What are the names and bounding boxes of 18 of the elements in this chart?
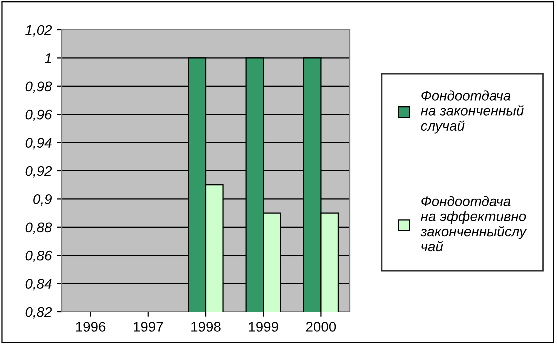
x-tick-label: 1998 xyxy=(192,322,221,332)
x-tick-label: 1997 xyxy=(134,322,164,332)
y-tick-label: 0,88 xyxy=(26,222,52,234)
x-tick-label: 2000 xyxy=(306,322,336,332)
y-tick-label: 1,02 xyxy=(26,25,52,37)
y-tick-label: 0,98 xyxy=(26,82,52,94)
y-tick-label: 0,9 xyxy=(34,194,52,206)
y-tick-label: 0,94 xyxy=(26,138,52,150)
y-tick-label: 0,84 xyxy=(26,279,52,291)
y-tick-label: 1 xyxy=(44,54,52,64)
x-tick-label: 1999 xyxy=(249,322,278,332)
y-tick-label: 0,92 xyxy=(26,166,52,178)
legend-label: Фондоотдача на законченный случай xyxy=(421,90,524,134)
y-tick-label: 0,86 xyxy=(26,250,52,262)
x-tick-label: 1996 xyxy=(76,322,106,332)
y-tick-label: 0,82 xyxy=(26,307,52,319)
legend-label: Фондоотдача на эффективно законченныйслу чай xyxy=(420,196,528,252)
y-tick-label: 0,96 xyxy=(26,110,52,122)
